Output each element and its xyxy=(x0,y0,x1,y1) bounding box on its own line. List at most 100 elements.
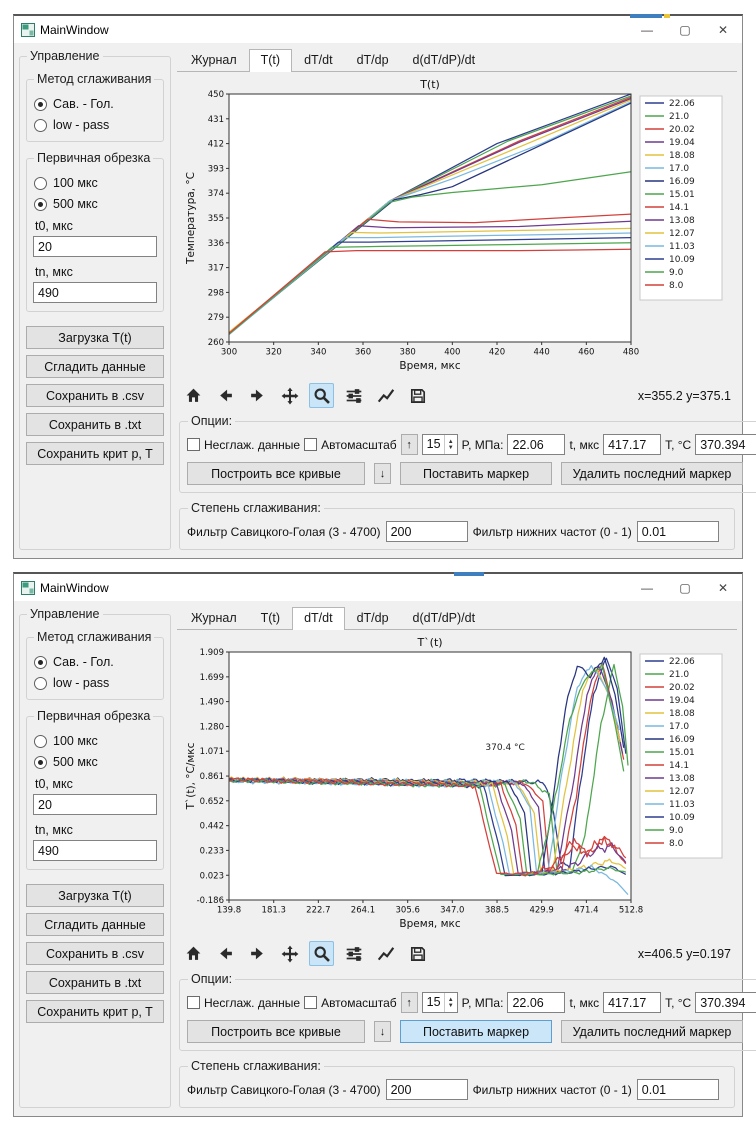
save-csv-button[interactable]: Сохранить в .csv xyxy=(26,384,164,407)
pan-icon[interactable] xyxy=(277,941,302,966)
smoothing-title: Степень сглаживания: xyxy=(191,1059,321,1073)
temperature-chart[interactable]: 300 320 340 360 380 400 420 440 460 480 260 279 298 3… xyxy=(183,76,737,381)
autoscale-checkbox[interactable]: Автомасштаб xyxy=(304,438,397,452)
tn-input[interactable] xyxy=(33,840,157,861)
zoom-icon[interactable] xyxy=(309,383,334,408)
svg-text:429.9: 429.9 xyxy=(529,906,553,916)
tab-ddtdpdt[interactable]: d(dT/dP)/dt xyxy=(412,53,476,67)
pressure-input[interactable] xyxy=(507,992,566,1013)
raw-data-checkbox[interactable]: Несглаж. данные xyxy=(187,996,300,1010)
savgol-input[interactable] xyxy=(385,521,468,542)
maximize-button[interactable]: ▢ xyxy=(679,580,691,595)
close-button[interactable]: ✕ xyxy=(717,580,729,595)
checkbox-icon xyxy=(187,438,200,451)
tn-input[interactable] xyxy=(33,282,157,303)
save-icon[interactable] xyxy=(405,941,430,966)
svg-text:Время, мкс: Время, мкс xyxy=(399,918,461,930)
radio-icon xyxy=(34,118,47,132)
derivative-chart[interactable]: 370.4 °C 139.8 181.3 222.7 264.1 305.6 347.0 38… xyxy=(183,634,737,939)
tab-dtdp[interactable]: dT/dp xyxy=(356,53,389,67)
radio-savgol[interactable]: Сав. - Гол. xyxy=(34,655,156,669)
back-icon[interactable] xyxy=(213,383,238,408)
save-icon[interactable] xyxy=(405,383,430,408)
home-icon[interactable] xyxy=(181,941,206,966)
checkbox-icon xyxy=(304,438,318,451)
tab-journal[interactable]: Журнал xyxy=(191,611,237,625)
radio-savgol[interactable]: Сав. - Гол. xyxy=(34,97,156,111)
forward-icon[interactable] xyxy=(245,383,270,408)
minimize-button[interactable]: — xyxy=(641,580,653,595)
sliders-icon[interactable] xyxy=(341,383,366,408)
save-csv-button[interactable]: Сохранить в .csv xyxy=(26,942,164,965)
sliders-icon[interactable] xyxy=(341,941,366,966)
tab-dtdp[interactable]: dT/dp xyxy=(356,611,389,625)
svg-text:347.0: 347.0 xyxy=(440,906,464,916)
plot-curve-icon[interactable] xyxy=(373,383,398,408)
save-txt-button[interactable]: Сохранить в .txt xyxy=(26,413,164,436)
svg-text:400: 400 xyxy=(444,348,460,358)
forward-icon[interactable] xyxy=(245,941,270,966)
svg-text:0.442: 0.442 xyxy=(200,822,224,832)
tab-dtdt[interactable]: dT/dt xyxy=(292,607,345,630)
curve-index-spinner[interactable]: 15 ▲ ▼ xyxy=(421,434,458,455)
smooth-data-button[interactable]: Сгладить данные xyxy=(26,355,164,378)
load-tt-button[interactable]: Загрузка T(t) xyxy=(26,884,164,907)
svg-text:20.02: 20.02 xyxy=(669,125,695,135)
pan-icon[interactable] xyxy=(277,383,302,408)
curve-index-spinner[interactable]: 15 ▲ ▼ xyxy=(421,992,458,1013)
tab-ddtdpdt[interactable]: d(dT/dP)/dt xyxy=(412,611,476,625)
time-input[interactable] xyxy=(603,434,662,455)
svg-text:12.07: 12.07 xyxy=(669,229,695,239)
up-arrow-button[interactable]: ↑ xyxy=(400,992,418,1013)
svg-text:420: 420 xyxy=(489,348,505,358)
raw-data-checkbox[interactable]: Несглаж. данные xyxy=(187,438,300,452)
time-input[interactable] xyxy=(603,992,662,1013)
radio-100mks[interactable]: 100 мкс xyxy=(34,734,156,748)
radio-500mks[interactable]: 500 мкс xyxy=(34,755,156,769)
temp-label: T, °C xyxy=(665,437,692,452)
temp-input[interactable] xyxy=(695,992,756,1013)
remove-marker-button[interactable]: Удалить последний маркер xyxy=(561,1020,743,1043)
svg-text:10.09: 10.09 xyxy=(669,813,695,823)
svg-text:393: 393 xyxy=(208,164,224,174)
plot-all-curves-button[interactable]: Построить все кривые xyxy=(187,1020,365,1043)
pressure-input[interactable] xyxy=(507,434,566,455)
radio-500mks[interactable]: 500 мкс xyxy=(34,197,156,211)
t0-input[interactable] xyxy=(33,236,157,257)
down-arrow-button[interactable]: ↓ xyxy=(374,463,391,484)
home-icon[interactable] xyxy=(181,383,206,408)
up-arrow-button[interactable]: ↑ xyxy=(400,434,418,455)
radio-lowpass[interactable]: low - pass xyxy=(34,118,156,132)
svg-text:336: 336 xyxy=(208,239,224,249)
smooth-data-button[interactable]: Сгладить данные xyxy=(26,913,164,936)
set-marker-button[interactable]: Поставить маркер xyxy=(400,1020,552,1043)
save-crit-button[interactable]: Сохранить крит p, T xyxy=(26,442,164,465)
set-marker-button[interactable]: Поставить маркер xyxy=(400,462,552,485)
spinner-arrows[interactable]: ▲ ▼ xyxy=(443,993,457,1012)
maximize-button[interactable]: ▢ xyxy=(679,22,691,37)
savgol-input[interactable] xyxy=(385,1079,468,1100)
lowpass-input[interactable] xyxy=(636,1079,719,1100)
load-tt-button[interactable]: Загрузка T(t) xyxy=(26,326,164,349)
spinner-arrows[interactable]: ▲ ▼ xyxy=(443,435,457,454)
tab-tt[interactable]: T(t) xyxy=(260,611,281,625)
save-crit-button[interactable]: Сохранить крит p, T xyxy=(26,1000,164,1023)
save-txt-button[interactable]: Сохранить в .txt xyxy=(26,971,164,994)
t0-input[interactable] xyxy=(33,794,157,815)
plot-curve-icon[interactable] xyxy=(373,941,398,966)
autoscale-checkbox[interactable]: Автомасштаб xyxy=(304,996,397,1010)
temp-input[interactable] xyxy=(695,434,756,455)
lowpass-input[interactable] xyxy=(636,521,719,542)
zoom-icon[interactable] xyxy=(309,941,334,966)
plot-all-curves-button[interactable]: Построить все кривые xyxy=(187,462,365,485)
minimize-button[interactable]: — xyxy=(641,22,653,37)
remove-marker-button[interactable]: Удалить последний маркер xyxy=(561,462,743,485)
back-icon[interactable] xyxy=(213,941,238,966)
tab-dtdt[interactable]: dT/dt xyxy=(304,53,333,67)
radio-lowpass[interactable]: low - pass xyxy=(34,676,156,690)
down-arrow-button[interactable]: ↓ xyxy=(374,1021,391,1042)
tab-journal[interactable]: Журнал xyxy=(191,53,237,67)
close-button[interactable]: ✕ xyxy=(717,22,729,37)
tab-tt[interactable]: T(t) xyxy=(248,49,293,72)
radio-100mks[interactable]: 100 мкс xyxy=(34,176,156,190)
